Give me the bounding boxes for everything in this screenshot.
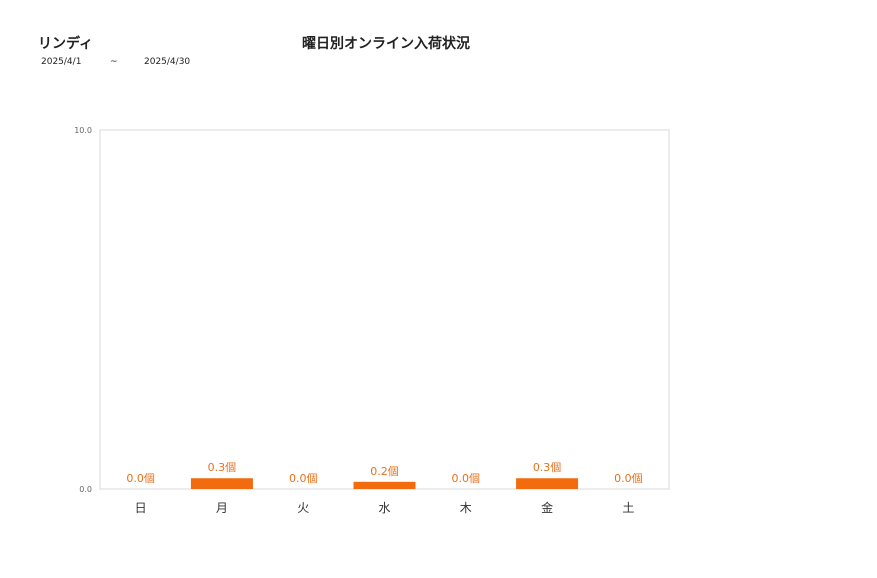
y-tick-label: 0.0 <box>79 485 92 494</box>
data-label: 0.3個 <box>208 461 237 474</box>
data-label: 0.2個 <box>370 465 399 478</box>
y-tick-label: 10.0 <box>74 126 92 135</box>
y-axis: 0.0 10.0 <box>74 126 92 494</box>
data-label: 0.0個 <box>126 472 155 485</box>
bar <box>516 478 579 489</box>
x-tick-label: 水 <box>378 501 390 515</box>
chart-title: 曜日別オンライン入荷状況 <box>302 36 470 52</box>
x-axis: 日月火水木金土 <box>135 500 635 515</box>
data-label: 0.0個 <box>452 472 481 485</box>
data-label: 0.3個 <box>533 461 562 474</box>
x-tick-label: 日 <box>135 501 147 515</box>
x-tick-label: 金 <box>541 500 553 515</box>
date-to: 2025/4/30 <box>144 57 191 67</box>
bar <box>353 481 416 489</box>
x-tick-label: 火 <box>297 501 309 515</box>
x-tick-label: 土 <box>622 501 634 515</box>
date-from: 2025/4/1 <box>41 57 82 67</box>
data-labels: 0.0個 0.3個 0.0個 0.2個 0.0個 0.3個 0.0個 <box>126 461 642 485</box>
bars <box>190 478 579 489</box>
date-separator: ~ <box>110 57 118 67</box>
bar <box>190 478 253 489</box>
data-label: 0.0個 <box>289 472 318 485</box>
data-label: 0.0個 <box>614 472 643 485</box>
x-tick-label: 木 <box>460 501 472 515</box>
x-tick-label: 月 <box>216 501 228 515</box>
brand-name: リンディ <box>38 36 94 52</box>
plot-area <box>99 129 670 490</box>
